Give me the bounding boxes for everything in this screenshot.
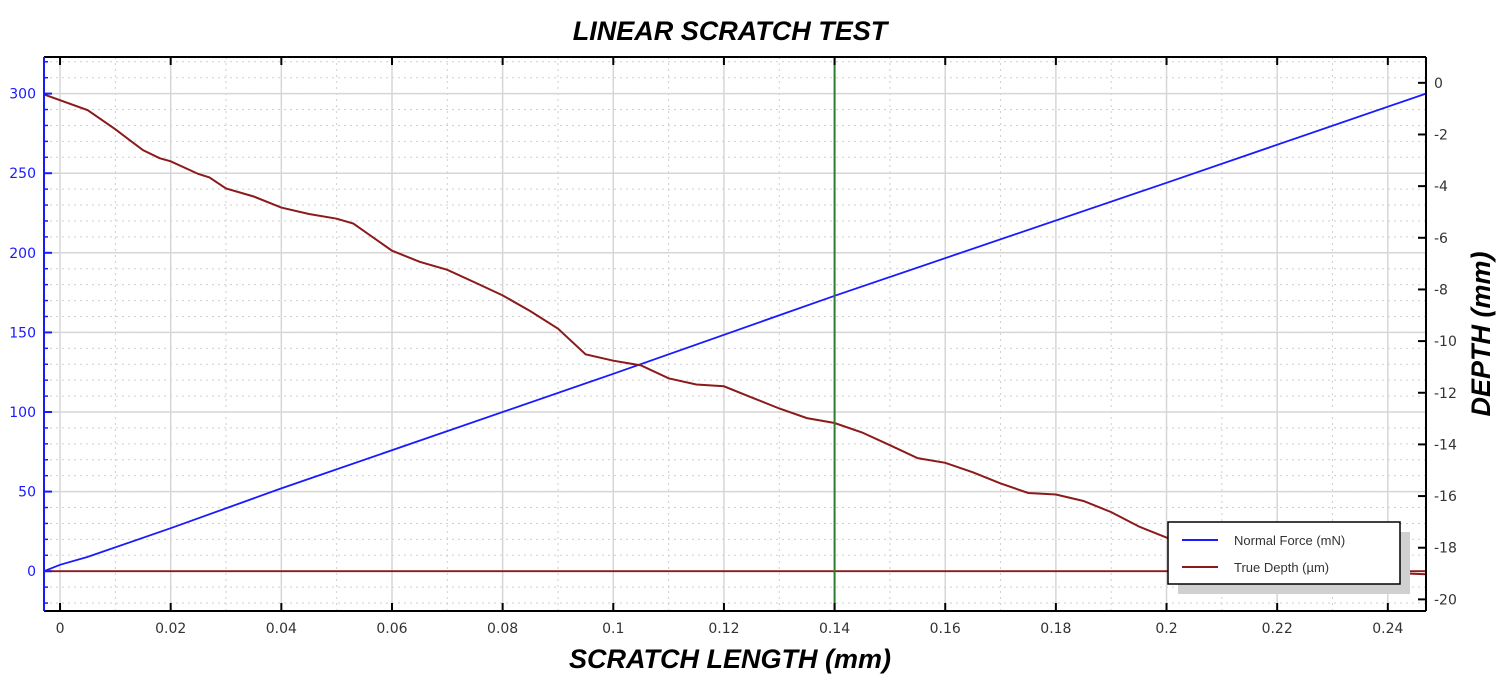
y2-tick-label: -8 — [1434, 282, 1448, 298]
y2-tick-label: 0 — [1434, 76, 1443, 92]
x-tick-label: 0.2 — [1155, 621, 1177, 637]
y-tick-label: 300 — [9, 87, 36, 103]
true-depth-line — [43, 93, 1427, 576]
y-tick-label: 250 — [9, 166, 36, 182]
y2-axis-label: DEPTH (mm) — [1466, 251, 1496, 416]
y2-tick-label: -4 — [1434, 179, 1448, 195]
y2-tick-label: -10 — [1434, 334, 1457, 350]
y2-tick-label: -2 — [1434, 127, 1448, 143]
x-tick-label: 0.06 — [376, 621, 407, 637]
x-tick-label: 0.18 — [1040, 621, 1071, 637]
x-tick-label: 0.04 — [266, 621, 297, 637]
axes: 0 0.02 0.04 0.06 0.08 0.1 0.12 0.14 0.16 0.18 0.2 0… — [9, 56, 1457, 637]
normal-force-line — [43, 92, 1427, 573]
y-tick-label: 50 — [18, 485, 36, 501]
y2-tick-label: -18 — [1434, 541, 1457, 557]
x-tick-label: 0.02 — [155, 621, 186, 637]
x-tick-label: 0.12 — [708, 621, 739, 637]
x-tick-label: 0.22 — [1262, 621, 1293, 637]
legend-label-depth: True Depth (µm) — [1234, 560, 1329, 575]
y-tick-label: 150 — [9, 325, 36, 341]
y2-tick-label: -6 — [1434, 231, 1448, 247]
y2-tick-label: -12 — [1434, 386, 1457, 402]
x-tick-label: 0 — [56, 621, 65, 637]
y-tick-label: 0 — [27, 564, 36, 580]
x-tick-label: 0.14 — [819, 621, 850, 637]
legend: Normal Force (mN) True Depth (µm) — [1167, 521, 1410, 594]
x-tick-label: 0.16 — [930, 621, 961, 637]
legend-label-force: Normal Force (mN) — [1234, 533, 1345, 548]
x-tick-label: 0.1 — [602, 621, 624, 637]
y2-tick-label: -14 — [1434, 437, 1457, 453]
y-tick-label: 100 — [9, 405, 36, 421]
y2-tick-label: -16 — [1434, 489, 1457, 505]
x-axis-label: SCRATCH LENGTH (mm) — [569, 644, 891, 674]
y2-tick-label: -20 — [1434, 592, 1457, 608]
x-tick-label: 0.08 — [487, 621, 518, 637]
y-tick-label: 200 — [9, 246, 36, 262]
chart-title: LINEAR SCRATCH TEST — [573, 16, 890, 46]
x-tick-label: 0.24 — [1372, 621, 1403, 637]
legend-box — [1167, 521, 1401, 585]
